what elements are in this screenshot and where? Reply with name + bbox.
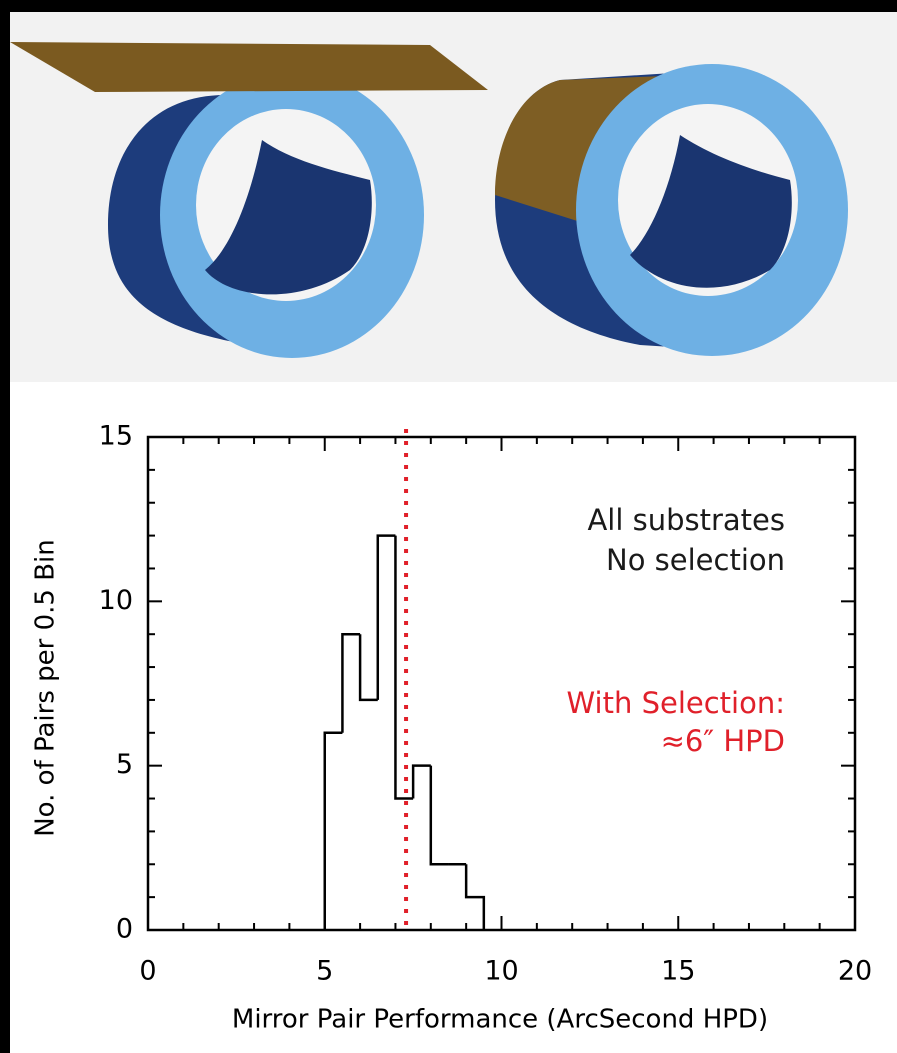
x-tick-label: 15 [661,956,695,987]
y-tick-label: 0 [116,914,133,945]
page: {"chart_data": {"type": "histogram", "bi… [0,0,897,1053]
annotation: ≈6″ HPD [661,724,785,758]
x-axis-label: Mirror Pair Performance (ArcSecond HPD) [232,1005,768,1035]
annotation: With Selection: [567,686,785,720]
y-axis-label: No. of Pairs per 0.5 Bin [31,539,61,837]
x-tick-label: 5 [316,956,333,987]
border [440,0,897,12]
annotation: No selection [606,543,785,577]
y-tick-label: 10 [99,585,133,616]
y-tick-label: 5 [116,749,133,780]
x-tick-label: 20 [838,956,872,987]
annotation: All substrates [587,503,785,537]
figure: Mirror Pair Performance (ArcSecond HPD) … [0,0,897,1053]
x-tick-label: 0 [139,956,156,987]
y-tick-label: 15 [99,421,133,452]
x-tick-label: 10 [484,956,518,987]
